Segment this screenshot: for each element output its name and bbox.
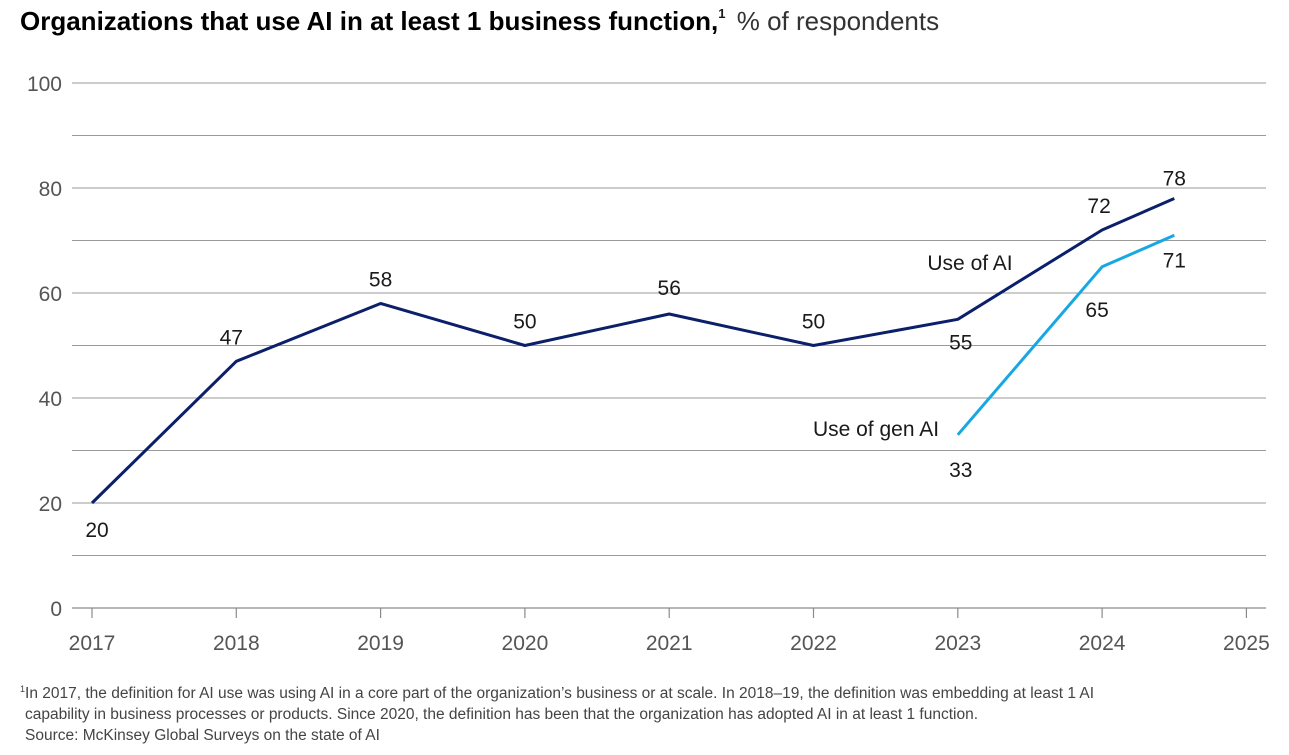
- y-tick-label: 40: [39, 388, 62, 411]
- data-label: 72: [1087, 195, 1110, 218]
- x-tick-label: 2021: [646, 632, 693, 655]
- series-line-use-of-ai: [90, 197, 1175, 505]
- x-tick-label: 2017: [69, 632, 116, 655]
- title-main: Organizations that use AI in at least 1 …: [20, 6, 719, 36]
- x-tick-label: 2023: [934, 632, 981, 655]
- data-label: 65: [1085, 299, 1108, 322]
- gridlines: [72, 82, 1266, 556]
- footnote-line-2: capability in business processes or prod…: [25, 706, 979, 723]
- x-axis: 2017 2018 2019 2020 2021 2022 2023 2024 2025: [69, 607, 1270, 655]
- y-tick-label: 60: [39, 283, 62, 306]
- y-tick-label: 0: [50, 598, 62, 621]
- series-line-use-of-gen-ai: [956, 233, 1175, 436]
- data-label: 33: [949, 459, 972, 482]
- data-label: 20: [85, 519, 108, 542]
- y-tick-label: 20: [39, 493, 62, 516]
- x-tick-label: 2018: [213, 632, 260, 655]
- y-tick-label: 80: [39, 178, 62, 201]
- data-label: 56: [658, 277, 681, 300]
- y-tick-label: 100: [27, 73, 62, 96]
- title-subtitle: % of respondents: [736, 6, 940, 36]
- data-label: 50: [802, 311, 825, 334]
- x-tick-label: 2019: [357, 632, 404, 655]
- series-lines: [90, 197, 1175, 505]
- data-labels: 20 47 58 50 56 50 55 72 78 33 65 71 Use of AI Use of …: [85, 168, 1186, 543]
- x-tick-label: 2020: [502, 632, 549, 655]
- series-label-use-of-gen-ai: Use of gen AI: [813, 418, 939, 441]
- data-label: 58: [369, 269, 392, 292]
- x-tick-label: 2024: [1079, 632, 1126, 655]
- footnote-line-1: 1In 2017, the definition for AI use was …: [20, 683, 1095, 702]
- data-label: 78: [1163, 168, 1186, 191]
- x-tick-label: 2025: [1223, 632, 1270, 655]
- data-label: 47: [220, 326, 243, 349]
- chart-title: Organizations that use AI in at least 1 …: [20, 6, 939, 37]
- footnotes: 1In 2017, the definition for AI use was …: [20, 683, 1094, 746]
- footnote-marker: 1: [20, 683, 26, 694]
- data-label: 71: [1163, 249, 1186, 272]
- title-footnote-marker: 1: [718, 6, 726, 22]
- data-label: 55: [949, 331, 972, 354]
- source-note: Source: McKinsey Global Surveys on the s…: [25, 727, 380, 744]
- series-label-use-of-ai: Use of AI: [927, 252, 1012, 275]
- y-axis: 0 20 40 60 80 100: [27, 73, 62, 621]
- x-tick-label: 2022: [790, 632, 837, 655]
- data-label: 50: [513, 311, 536, 334]
